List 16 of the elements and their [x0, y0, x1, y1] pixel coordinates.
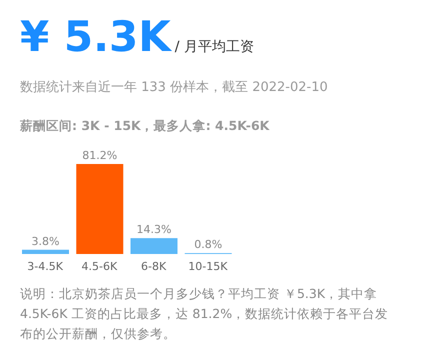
x-tick-label: 3-4.5K	[27, 260, 64, 273]
bar	[76, 164, 124, 254]
data-label: 14.3%	[136, 223, 172, 236]
x-tick-label: 4.5-6K	[82, 260, 118, 273]
bar	[130, 238, 178, 254]
data-label: 3.8%	[32, 234, 60, 248]
text: 数据统计来自近一年 133 份样本，截至 2022-02-10	[20, 79, 328, 96]
data-label: 81.2%	[82, 149, 118, 162]
text: 薪酬区间: 3K - 15K，最多人拿: 4.5K-6K	[20, 118, 270, 135]
chart-subtitle: / 月平均工资	[174, 38, 254, 56]
x-tick-label: 10-15K	[188, 260, 228, 273]
data-label: 0.8%	[194, 238, 222, 252]
text: 说明：北京奶茶店员一个月多少钱？平均工资 ￥5.3K，其中拿 4.5K-6K 工资的占比最多，达 81.2%，数据统计依赖于各平台发布的公开薪酬，仅供参考。	[20, 285, 390, 343]
x-tick-label: 6-8K	[141, 260, 167, 273]
chart-title: ¥ 5.3K	[20, 12, 171, 61]
bar	[22, 250, 69, 254]
